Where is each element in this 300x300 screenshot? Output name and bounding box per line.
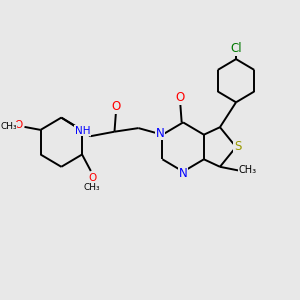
Text: N: N [179,167,188,180]
Text: CH₃: CH₃ [84,183,101,192]
Text: NH: NH [75,126,90,136]
Text: CH₃: CH₃ [0,122,17,131]
Text: O: O [111,100,121,113]
Text: Cl: Cl [230,42,242,56]
Text: O: O [88,172,96,183]
Text: CH₃: CH₃ [238,165,256,176]
Text: S: S [234,140,241,154]
Text: O: O [14,120,22,130]
Text: N: N [156,127,164,140]
Text: O: O [176,91,185,104]
